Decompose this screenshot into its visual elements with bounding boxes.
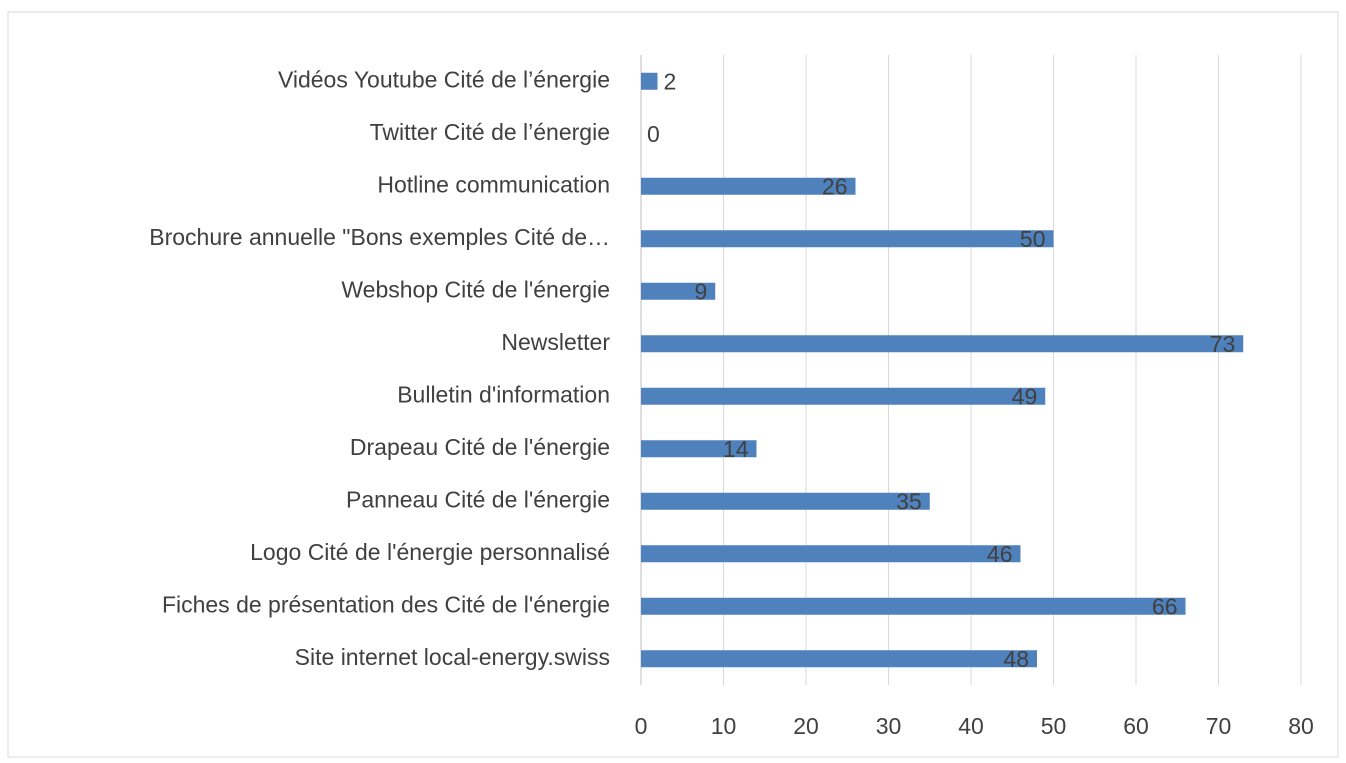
y-tick-label: Newsletter <box>501 329 610 355</box>
bar <box>641 440 757 458</box>
y-tick-label: Hotline communication <box>377 171 610 197</box>
data-label: 46 <box>987 541 1013 567</box>
bar <box>641 545 1021 563</box>
bar <box>641 492 930 510</box>
y-tick-label: Bulletin d'information <box>397 381 610 407</box>
y-tick-label: Brochure annuelle "Bons exemples Cité de… <box>149 224 610 250</box>
bar <box>641 387 1046 405</box>
data-label: 9 <box>694 278 707 304</box>
bar <box>641 282 716 300</box>
data-label: 35 <box>896 488 922 514</box>
x-tick-label: 20 <box>793 713 819 739</box>
bar <box>641 335 1244 353</box>
y-tick-label: Site internet local-energy.swiss <box>295 644 610 670</box>
y-tick-label: Fiches de présentation des Cité de l'éne… <box>162 591 610 617</box>
data-label: 26 <box>822 173 848 199</box>
data-label: 48 <box>1003 646 1029 672</box>
x-tick-label: 0 <box>635 713 648 739</box>
y-tick-label: Panneau Cité de l'énergie <box>346 486 610 512</box>
data-label: 14 <box>723 436 749 462</box>
data-label: 50 <box>1020 226 1046 252</box>
y-tick-label: Webshop Cité de l'énergie <box>341 276 610 302</box>
bar <box>641 72 658 90</box>
x-tick-label: 50 <box>1041 713 1067 739</box>
x-tick-label: 60 <box>1123 713 1149 739</box>
data-label: 0 <box>647 121 660 147</box>
chart-border <box>7 11 1339 758</box>
data-label: 73 <box>1210 331 1236 357</box>
bar <box>641 597 1186 615</box>
x-tick-label: 40 <box>958 713 984 739</box>
y-tick-label: Twitter Cité de l’énergie <box>370 119 610 145</box>
data-label: 2 <box>664 68 677 94</box>
data-label: 66 <box>1152 593 1178 619</box>
y-tick-label: Vidéos Youtube Cité de l’énergie <box>278 66 610 92</box>
x-tick-label: 30 <box>876 713 902 739</box>
y-tick-label: Logo Cité de l'énergie personnalisé <box>250 539 610 565</box>
bar <box>641 650 1037 668</box>
y-tick-label: Drapeau Cité de l'énergie <box>350 434 610 460</box>
bar <box>641 230 1054 248</box>
x-tick-label: 70 <box>1206 713 1232 739</box>
data-label: 49 <box>1012 383 1038 409</box>
x-tick-label: 10 <box>711 713 737 739</box>
bar <box>641 177 856 195</box>
x-tick-label: 80 <box>1288 713 1314 739</box>
